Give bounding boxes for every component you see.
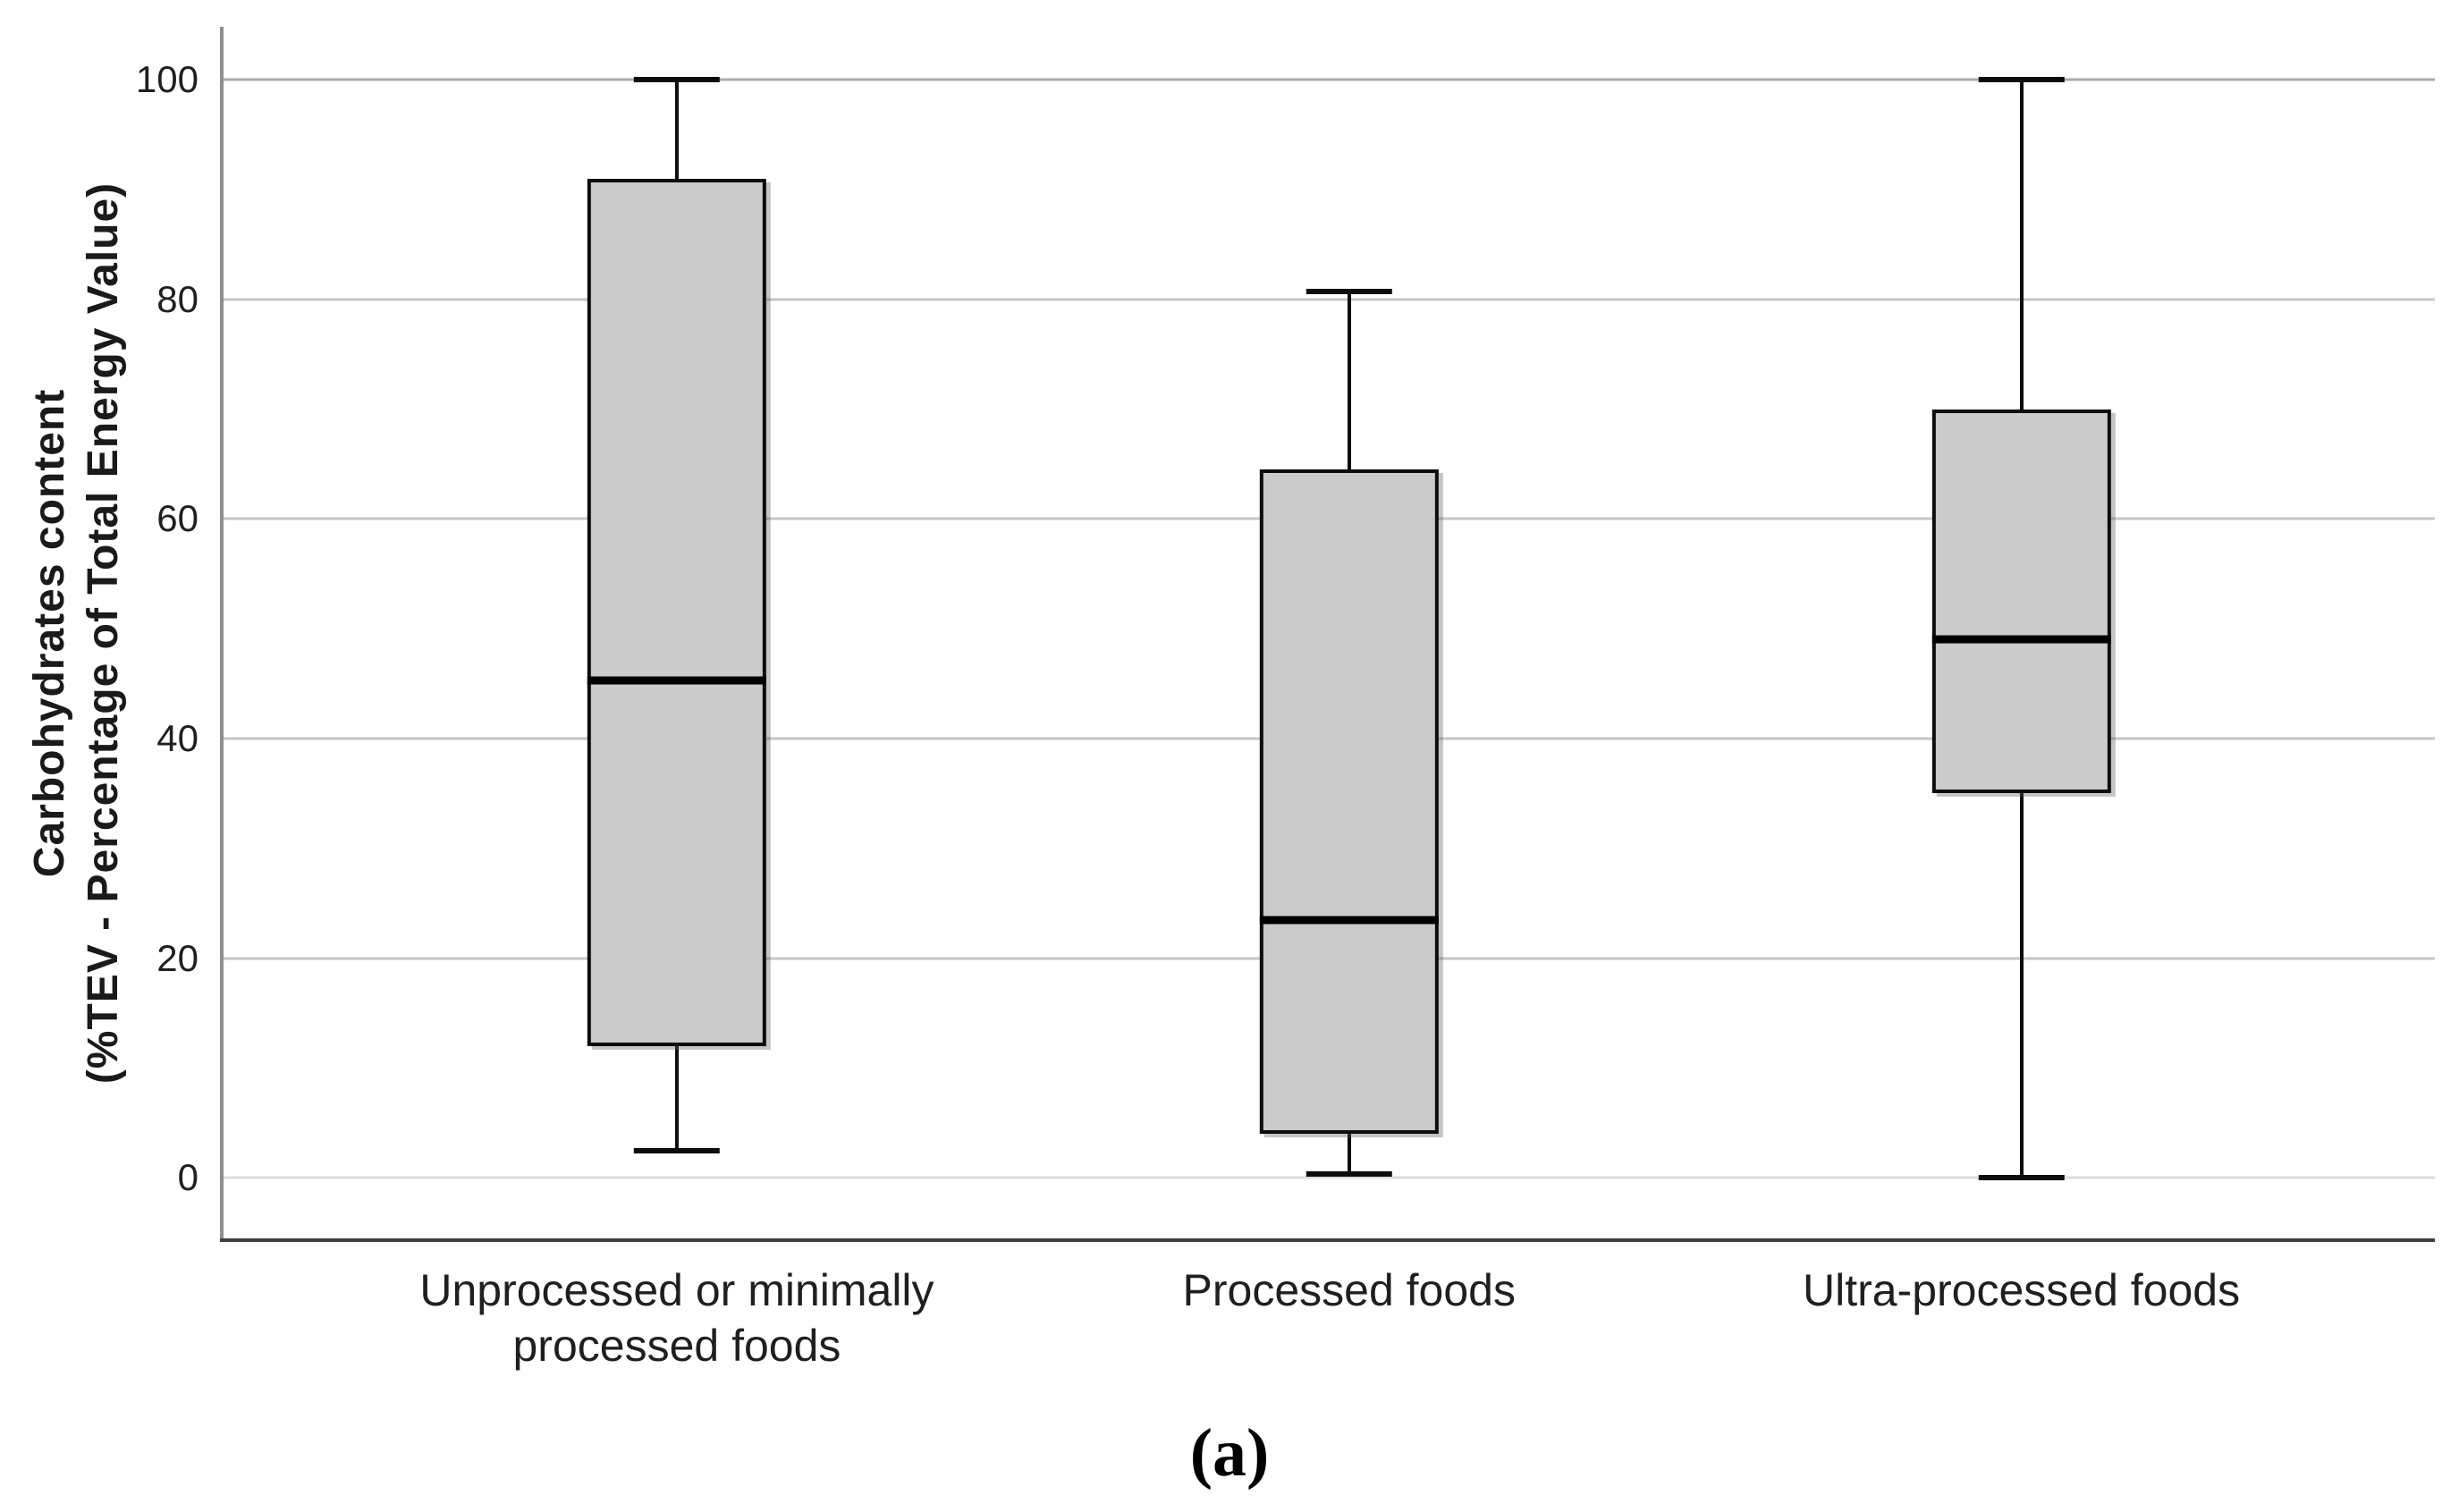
box-rect-1 (587, 178, 767, 1046)
whisker-cap-min-3 (1978, 1175, 2065, 1181)
median-line-2 (1259, 916, 1439, 925)
y-tick-label-20: 20 (156, 936, 199, 979)
box-rect-3 (1931, 409, 2111, 794)
y-tick-label-100: 100 (135, 57, 199, 100)
x-axis-line (220, 1238, 2435, 1242)
plot-area (220, 27, 2435, 1242)
y-tick-label-80: 80 (156, 277, 199, 320)
whisker-cap-min-2 (1306, 1170, 1392, 1177)
whisker-cap-max-1 (633, 76, 721, 82)
gridline-0 (224, 1176, 2435, 1179)
gridline-80 (224, 298, 2435, 301)
x-category-labels: Unprocessed or minimally processed foods… (224, 1263, 2435, 1406)
median-line-3 (1931, 635, 2111, 644)
y-axis-line (220, 27, 224, 1242)
y-tick-label-40: 40 (156, 717, 199, 760)
x-category-label-ultra-processed: Ultra-processed foods (1802, 1265, 2241, 1315)
y-tick-label-0: 0 (177, 1156, 199, 1199)
x-category-label-processed: Processed foods (1182, 1265, 1516, 1315)
whisker-cap-max-3 (1978, 76, 2065, 82)
y-tick-label-60: 60 (156, 497, 199, 540)
whisker-cap-max-2 (1306, 289, 1392, 295)
gridline-100 (224, 78, 2435, 81)
y-tick-labels: 0 20 40 60 80 100 (0, 27, 211, 1238)
box-rect-2 (1259, 469, 1439, 1135)
x-category-label-unprocessed: Unprocessed or minimally processed foods (419, 1265, 934, 1371)
figure-caption: (a) (1189, 1415, 1270, 1491)
whisker-cap-min-1 (633, 1147, 721, 1153)
median-line-1 (587, 676, 767, 685)
